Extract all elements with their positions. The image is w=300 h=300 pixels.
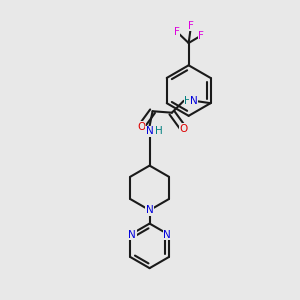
Text: N: N bbox=[163, 230, 171, 240]
Text: N: N bbox=[146, 126, 154, 136]
Text: H: H bbox=[184, 96, 192, 106]
Text: F: F bbox=[188, 21, 194, 31]
Text: F: F bbox=[174, 27, 180, 37]
Text: O: O bbox=[137, 122, 146, 132]
Text: F: F bbox=[198, 31, 204, 40]
Text: N: N bbox=[190, 96, 197, 106]
Text: N: N bbox=[146, 205, 154, 215]
Text: N: N bbox=[128, 230, 136, 240]
Text: H: H bbox=[155, 126, 163, 136]
Text: O: O bbox=[180, 124, 188, 134]
